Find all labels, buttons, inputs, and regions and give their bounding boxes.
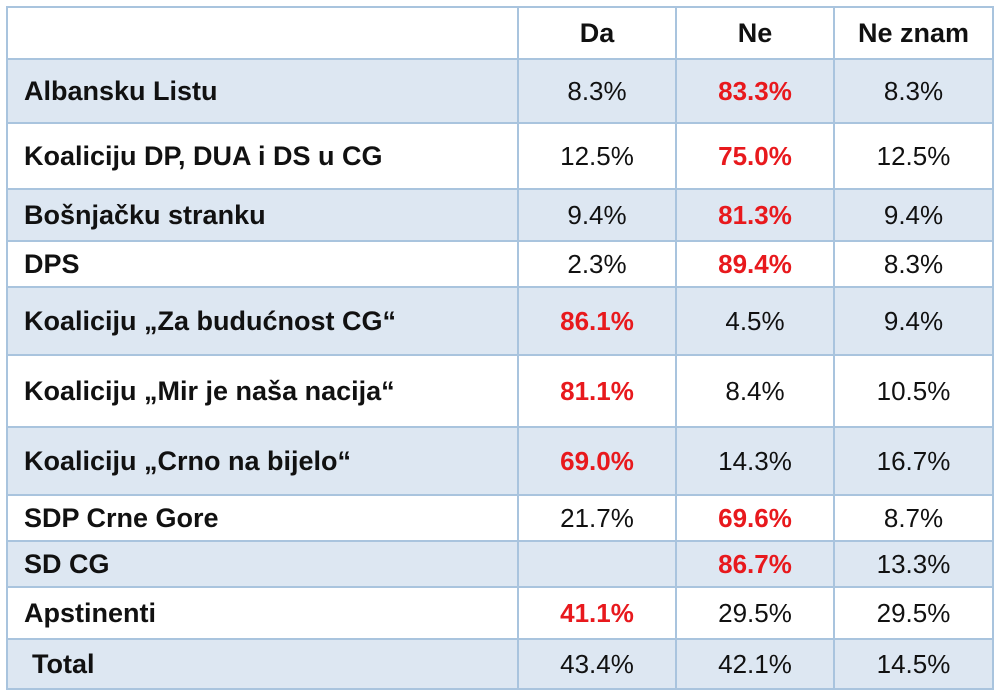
table-row: SDP Crne Gore 21.7% 69.6% 8.7% <box>6 494 994 542</box>
cell-ne-znam: 9.4% <box>833 286 994 356</box>
cell-ne: 29.5% <box>675 586 835 640</box>
row-label: Koaliciju DP, DUA i DS u CG <box>6 122 519 190</box>
row-label: Koaliciju „Za budućnost CG“ <box>6 286 519 356</box>
header-corner <box>6 6 519 60</box>
cell-da <box>517 540 677 588</box>
header-da: Da <box>517 6 677 60</box>
row-label: Albansku Listu <box>6 58 519 124</box>
cell-da: 69.0% <box>517 426 677 496</box>
cell-da: 21.7% <box>517 494 677 542</box>
header-ne-znam: Ne znam <box>833 6 994 60</box>
row-label: DPS <box>6 240 519 288</box>
table-row: Koaliciju DP, DUA i DS u CG 12.5% 75.0% … <box>6 122 994 190</box>
cell-ne-znam: 8.3% <box>833 240 994 288</box>
total-row: Total 43.4% 42.1% 14.5% <box>6 638 994 690</box>
table-row: Koaliciju „Crno na bijelo“ 69.0% 14.3% 1… <box>6 426 994 496</box>
survey-table: Da Ne Ne znam Albansku Listu 8.3% 83.3% … <box>6 6 994 690</box>
table-row: Koaliciju „Mir je naša nacija“ 81.1% 8.4… <box>6 354 994 428</box>
cell-da: 81.1% <box>517 354 677 428</box>
cell-ne-znam: 8.7% <box>833 494 994 542</box>
cell-da: 43.4% <box>517 638 677 690</box>
cell-ne-znam: 16.7% <box>833 426 994 496</box>
cell-ne-znam: 12.5% <box>833 122 994 190</box>
row-label: SD CG <box>6 540 519 588</box>
cell-da: 86.1% <box>517 286 677 356</box>
row-label: Koaliciju „Mir je naša nacija“ <box>6 354 519 428</box>
table-row: DPS 2.3% 89.4% 8.3% <box>6 240 994 288</box>
table-row: Koaliciju „Za budućnost CG“ 86.1% 4.5% 9… <box>6 286 994 356</box>
cell-da: 12.5% <box>517 122 677 190</box>
cell-ne: 4.5% <box>675 286 835 356</box>
header-row: Da Ne Ne znam <box>6 6 994 60</box>
table-row: Bošnjačku stranku 9.4% 81.3% 9.4% <box>6 188 994 242</box>
cell-ne: 83.3% <box>675 58 835 124</box>
header-ne: Ne <box>675 6 835 60</box>
cell-ne-znam: 9.4% <box>833 188 994 242</box>
cell-da: 2.3% <box>517 240 677 288</box>
row-label: Total <box>6 638 519 690</box>
cell-ne: 14.3% <box>675 426 835 496</box>
table-row: Apstinenti 41.1% 29.5% 29.5% <box>6 586 994 640</box>
cell-ne-znam: 8.3% <box>833 58 994 124</box>
cell-ne: 89.4% <box>675 240 835 288</box>
cell-ne-znam: 29.5% <box>833 586 994 640</box>
row-label: Bošnjačku stranku <box>6 188 519 242</box>
cell-da: 9.4% <box>517 188 677 242</box>
cell-ne: 42.1% <box>675 638 835 690</box>
cell-ne-znam: 14.5% <box>833 638 994 690</box>
table-row: Albansku Listu 8.3% 83.3% 8.3% <box>6 58 994 124</box>
table-row: SD CG 86.7% 13.3% <box>6 540 994 588</box>
cell-ne: 75.0% <box>675 122 835 190</box>
cell-ne: 69.6% <box>675 494 835 542</box>
row-label: Koaliciju „Crno na bijelo“ <box>6 426 519 496</box>
cell-ne: 81.3% <box>675 188 835 242</box>
cell-da: 8.3% <box>517 58 677 124</box>
cell-ne-znam: 10.5% <box>833 354 994 428</box>
row-label: Apstinenti <box>6 586 519 640</box>
row-label: SDP Crne Gore <box>6 494 519 542</box>
cell-da: 41.1% <box>517 586 677 640</box>
cell-ne: 8.4% <box>675 354 835 428</box>
cell-ne: 86.7% <box>675 540 835 588</box>
cell-ne-znam: 13.3% <box>833 540 994 588</box>
